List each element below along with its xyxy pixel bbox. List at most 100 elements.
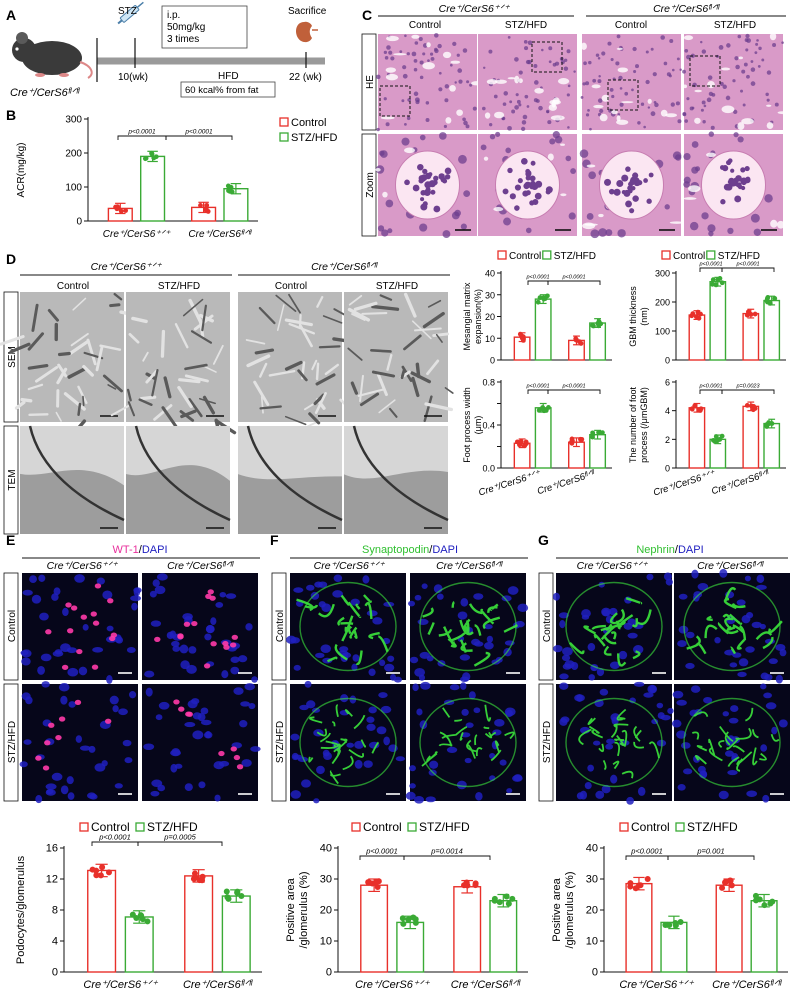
dapi-nucleus — [45, 783, 57, 790]
basement-membrane — [134, 425, 231, 522]
data-point — [143, 155, 149, 161]
wt1-positive-nucleus — [233, 754, 241, 761]
wt1-positive-nucleus — [222, 640, 229, 647]
dapi-nucleus — [37, 665, 45, 675]
panel-letter-g: G — [538, 532, 549, 548]
data-point — [399, 915, 406, 922]
nucleus — [757, 65, 761, 68]
dapi-nucleus — [245, 623, 253, 631]
nucleus — [376, 74, 381, 80]
nucleus — [515, 93, 519, 97]
dapi-nucleus — [54, 649, 63, 655]
dapi-nucleus — [389, 673, 397, 681]
glomerular-nucleus — [625, 166, 631, 172]
y-tick-label: 4 — [665, 406, 670, 416]
data-point — [412, 919, 419, 926]
nucleus — [442, 230, 451, 238]
lumen — [593, 104, 604, 109]
significance-bracket — [527, 389, 549, 394]
lumen — [616, 47, 623, 51]
dapi-nucleus — [106, 675, 113, 684]
dapi-nucleus — [124, 757, 133, 764]
nucleus — [568, 212, 576, 220]
if-f-row-stz-box — [271, 683, 287, 802]
nucleus — [383, 97, 387, 101]
foot-process — [275, 294, 297, 312]
dapi-nucleus — [462, 672, 471, 682]
wt1-positive-nucleus — [48, 722, 55, 728]
nucleus — [383, 50, 388, 54]
wt1-positive-nucleus — [66, 628, 74, 634]
foot-process — [258, 306, 276, 325]
dapi-nucleus — [618, 650, 628, 660]
legend-swatch-control — [661, 250, 671, 260]
if-f-row-stz: STZ/HFD — [275, 721, 286, 763]
dapi-nucleus — [152, 579, 160, 587]
nucleus — [781, 41, 784, 44]
foot-process — [386, 353, 393, 371]
nucleus — [406, 52, 410, 56]
dapi-nucleus — [362, 575, 370, 584]
data-point — [753, 897, 760, 904]
dapi-nucleus — [66, 776, 74, 785]
foot-process — [268, 369, 296, 377]
category-label: Cre⁺/CerS6ᶠˡᐟᶠˡ — [536, 468, 597, 497]
wt1-positive-nucleus — [91, 664, 99, 670]
foot-process — [435, 333, 443, 343]
dapi-nucleus — [333, 574, 343, 582]
nucleus — [668, 74, 672, 78]
dapi-nucleus — [184, 722, 196, 728]
glomerular-nucleus — [648, 172, 654, 178]
data-point — [93, 867, 100, 874]
dapi-nucleus — [457, 611, 468, 620]
nucleus — [458, 79, 463, 84]
lumen — [483, 156, 489, 161]
y-tick-label: 40 — [320, 843, 332, 855]
nucleus — [619, 87, 623, 90]
nucleus — [703, 104, 707, 108]
em-genotype-ko: Cre⁺/CerS6ᶠˡᐟᶠˡ — [311, 261, 378, 273]
dapi-nucleus — [221, 670, 229, 679]
data-point — [227, 187, 233, 193]
foot-process — [163, 376, 172, 399]
wt1-positive-nucleus — [231, 634, 239, 640]
dapi-nucleus — [60, 695, 68, 705]
dapi-nucleus — [574, 694, 585, 702]
lumen — [601, 94, 610, 102]
nucleus — [419, 134, 426, 141]
bar-stz — [709, 281, 727, 361]
dapi-nucleus — [150, 620, 162, 627]
nucleus — [463, 120, 468, 126]
dapi-nucleus — [58, 682, 70, 692]
wt1-positive-nucleus — [229, 642, 237, 648]
lumen — [720, 67, 731, 71]
y-axis-label: /glomerulus (%) — [564, 871, 576, 948]
nucleus — [419, 60, 424, 65]
nucleus — [632, 46, 637, 52]
nucleus — [404, 34, 407, 38]
lumen — [598, 213, 604, 218]
data-point — [637, 882, 644, 889]
significance-bracket — [721, 389, 775, 394]
legend-label-stz: STZ/HFD — [147, 820, 198, 834]
y-axis-label: Mesangial matrix — [462, 282, 472, 351]
lumen — [616, 119, 629, 125]
wt1-positive-nucleus — [178, 706, 185, 712]
dapi-nucleus — [184, 783, 193, 792]
dapi-nucleus — [133, 587, 142, 594]
y-axis-label: expansion(%) — [473, 289, 483, 344]
lumen — [518, 78, 523, 84]
data-point — [677, 918, 684, 925]
significance-bracket — [403, 855, 491, 860]
lumen — [707, 80, 715, 89]
y-axis-label: Foot process width — [462, 387, 472, 463]
lumen — [560, 143, 565, 146]
lumen — [620, 101, 634, 104]
dapi-nucleus — [559, 620, 566, 629]
dapi-nucleus — [587, 643, 596, 652]
nucleus — [460, 223, 467, 230]
p-value-label: p=0.0014 — [430, 847, 463, 856]
dapi-nucleus — [605, 743, 614, 750]
lumen — [741, 118, 754, 125]
data-point — [726, 877, 733, 884]
